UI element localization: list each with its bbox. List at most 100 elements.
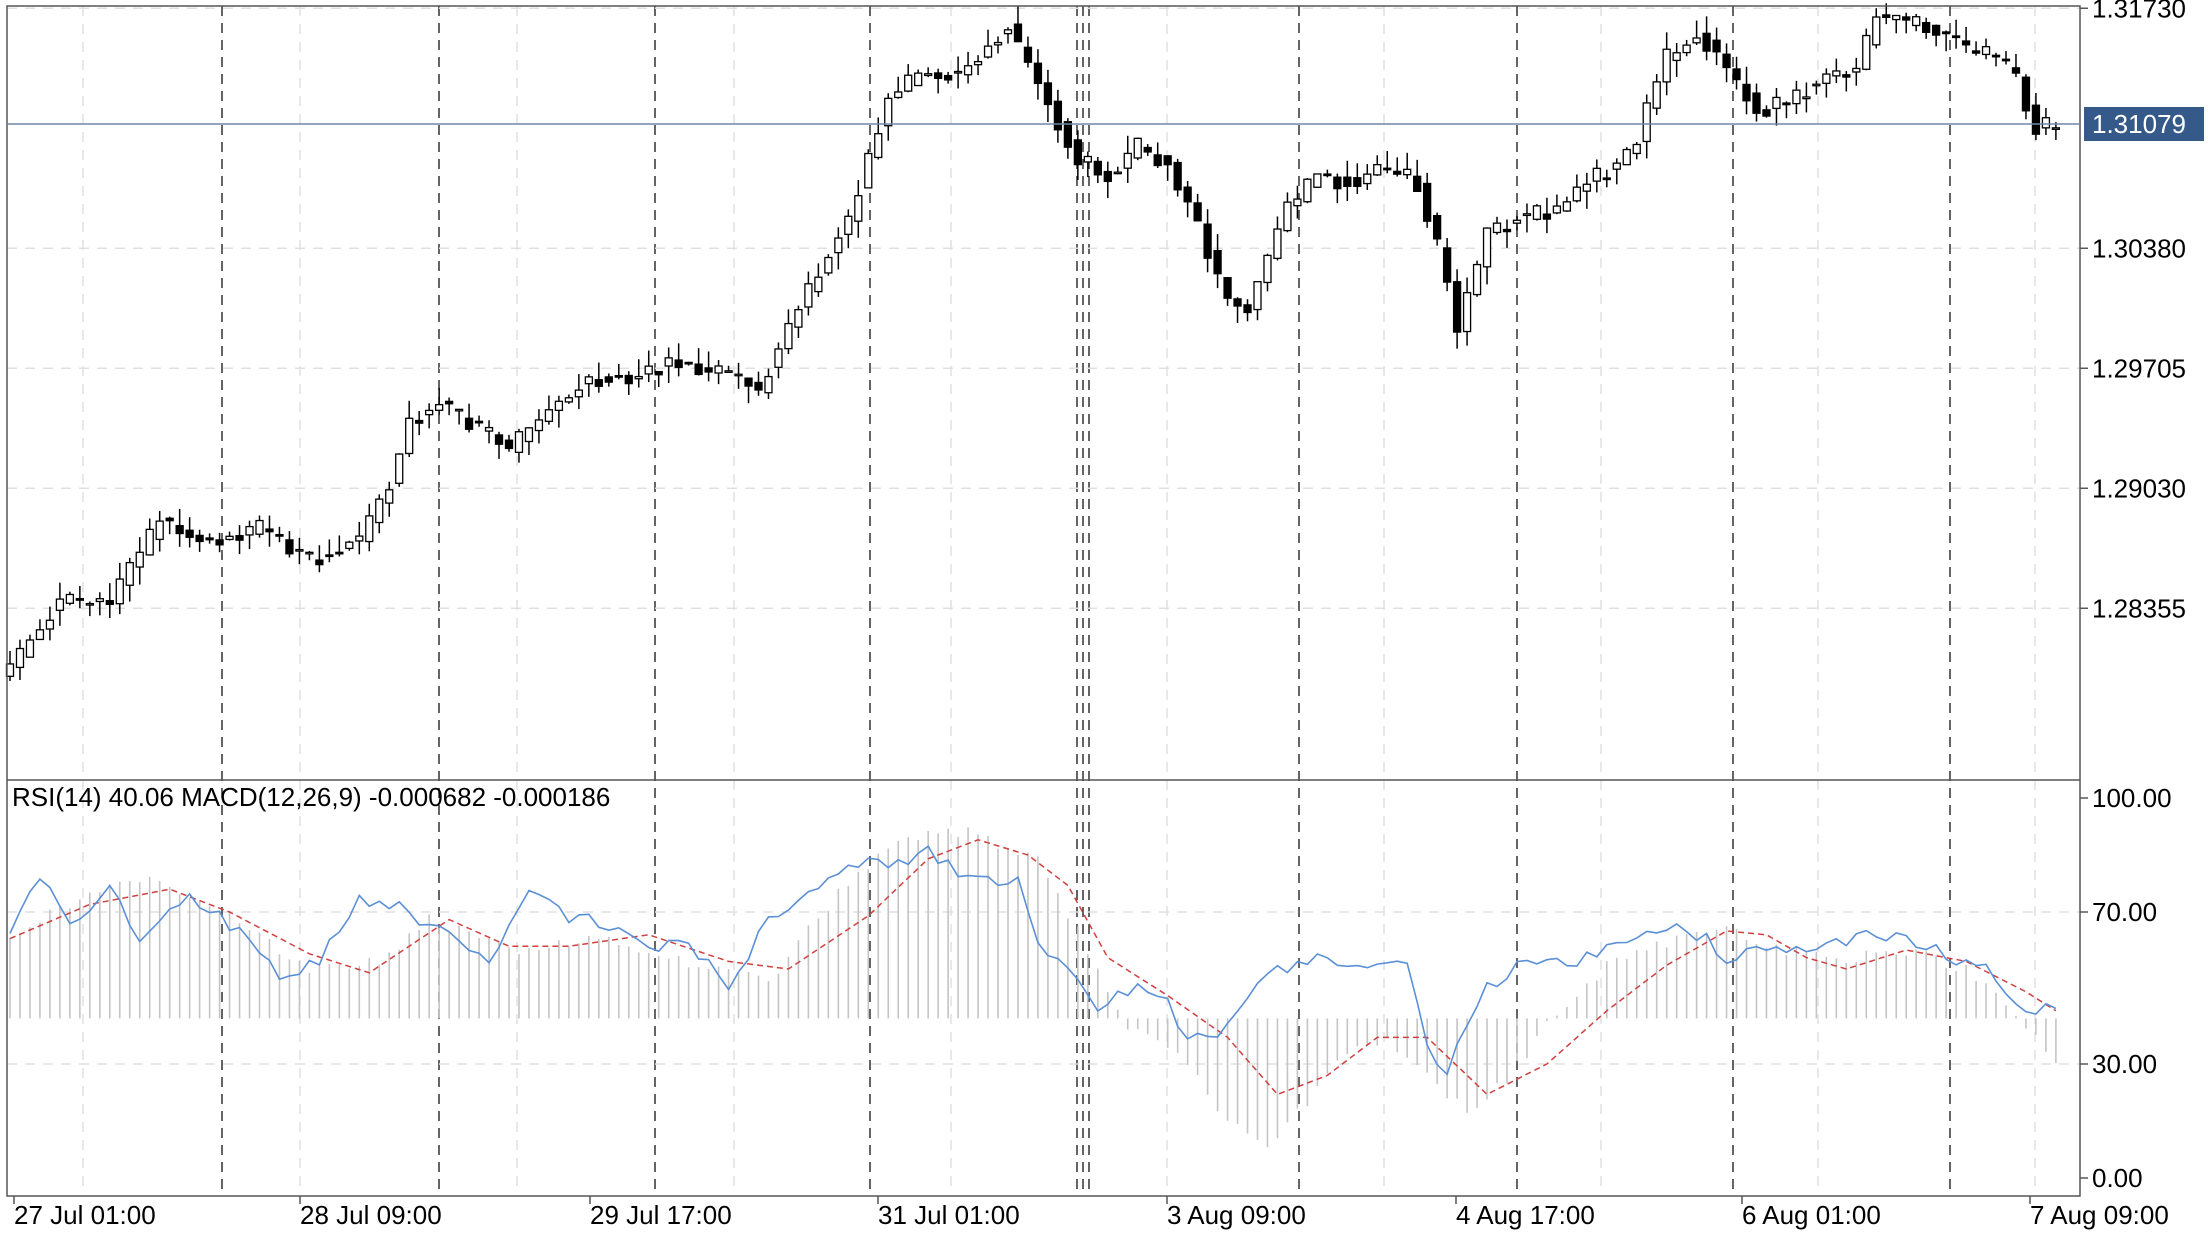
candle-bearish: [215, 532, 224, 553]
candle-bullish: [85, 601, 94, 617]
candle-body: [734, 373, 743, 377]
candle-body: [1073, 139, 1083, 166]
candle-bullish: [1482, 227, 1492, 285]
candle-body: [1403, 168, 1412, 176]
candle-bearish: [175, 508, 184, 547]
candle-bullish: [365, 503, 374, 552]
candle-body: [824, 256, 833, 274]
candle-body: [614, 374, 623, 378]
time-tick-label: 29 Jul 17:00: [590, 1200, 732, 1230]
candle-body: [1991, 54, 2001, 58]
candle-body: [554, 400, 564, 411]
time-tick-label: 27 Jul 01:00: [14, 1200, 156, 1230]
candle-bearish: [2011, 53, 2021, 78]
candle-body: [864, 152, 873, 189]
candle-body: [1502, 228, 1512, 233]
candle-body: [1642, 102, 1651, 143]
candle-body: [1133, 137, 1142, 159]
candle-bullish: [1692, 20, 1701, 45]
candle-bearish: [285, 531, 294, 558]
candle-bearish: [1542, 197, 1552, 234]
candle-bullish: [25, 634, 35, 658]
candle-bullish: [454, 408, 464, 425]
candle-body: [1652, 81, 1661, 109]
candle-body: [345, 541, 354, 550]
candle-bearish: [943, 71, 953, 84]
candle-bullish: [395, 453, 404, 487]
candle-body: [205, 537, 214, 541]
candle-bullish: [15, 639, 25, 680]
candle-bullish: [1832, 58, 1841, 84]
candle-body: [983, 45, 993, 58]
oscillator-tick-label: 100.00: [2092, 783, 2172, 813]
candle-body: [2011, 67, 2021, 74]
candle-bullish: [963, 51, 973, 84]
candle-body: [664, 357, 673, 367]
candle-bearish: [1203, 209, 1212, 273]
candle-body: [943, 74, 953, 81]
candle-body: [315, 559, 324, 566]
candle-bullish: [584, 374, 593, 397]
candle-bullish: [814, 263, 823, 297]
oscillator-lines: [9, 839, 2057, 1096]
candle-bearish: [1043, 69, 1053, 123]
candle-bearish: [504, 434, 514, 452]
candle-body: [1882, 14, 1891, 18]
candle-bullish: [844, 209, 853, 249]
candle-body: [325, 554, 334, 558]
candle-body: [1452, 281, 1462, 333]
candle-bearish: [1143, 144, 1152, 156]
candle-bullish: [1632, 141, 1641, 160]
candle-bearish: [474, 415, 484, 427]
candle-bearish: [1842, 71, 1851, 92]
candle-body: [185, 529, 194, 538]
candle-body: [574, 389, 584, 398]
candle-body: [15, 647, 25, 669]
candle-bullish: [1303, 177, 1312, 204]
candle-bullish: [854, 180, 863, 238]
candle-bullish: [1532, 204, 1542, 221]
candle-bullish: [1912, 13, 1921, 32]
candle-body: [1832, 70, 1841, 77]
candle-body: [1143, 146, 1152, 153]
candle-body: [1592, 167, 1601, 182]
candle-bearish: [1602, 169, 1611, 188]
candle-body: [774, 348, 783, 368]
candle-body: [754, 381, 763, 391]
candle-body: [714, 365, 723, 374]
candle-bullish: [1113, 166, 1122, 175]
candle-body: [1283, 201, 1292, 232]
candle-body: [1582, 183, 1591, 192]
candle-bullish: [385, 481, 394, 517]
candle-bullish: [405, 400, 414, 458]
candle-bearish: [325, 539, 334, 563]
candle-body: [1183, 186, 1192, 203]
candle-bearish: [265, 515, 274, 547]
candle-body: [115, 578, 124, 605]
candle-bullish: [1812, 80, 1821, 95]
candle-bearish: [494, 431, 504, 459]
candle-bearish: [754, 371, 763, 396]
candle-body: [1732, 68, 1741, 81]
candle-body: [1971, 50, 1981, 54]
candle-body: [235, 535, 244, 541]
candle-body: [1153, 154, 1162, 167]
candle-bullish: [1802, 82, 1811, 113]
candle-bullish: [634, 359, 643, 388]
candle-body: [1203, 223, 1212, 259]
candle-bearish: [235, 525, 244, 555]
candle-bullish: [1892, 14, 1901, 34]
candle-body: [444, 400, 454, 405]
candle-bearish: [2031, 92, 2041, 141]
candle-body: [1612, 162, 1621, 170]
candle-body: [1542, 213, 1552, 220]
candle-body: [1812, 83, 1821, 87]
candle-bearish: [1722, 43, 1731, 83]
candle-bearish: [105, 583, 114, 619]
candle-body: [375, 498, 384, 524]
candle-bullish: [95, 592, 104, 616]
candle-bullish: [484, 420, 494, 444]
candle-bullish: [1572, 174, 1582, 203]
candle-body: [1742, 83, 1751, 102]
oscillator-legend: RSI(14) 40.06 MACD(12,26,9) -0.000682 -0…: [12, 782, 610, 812]
